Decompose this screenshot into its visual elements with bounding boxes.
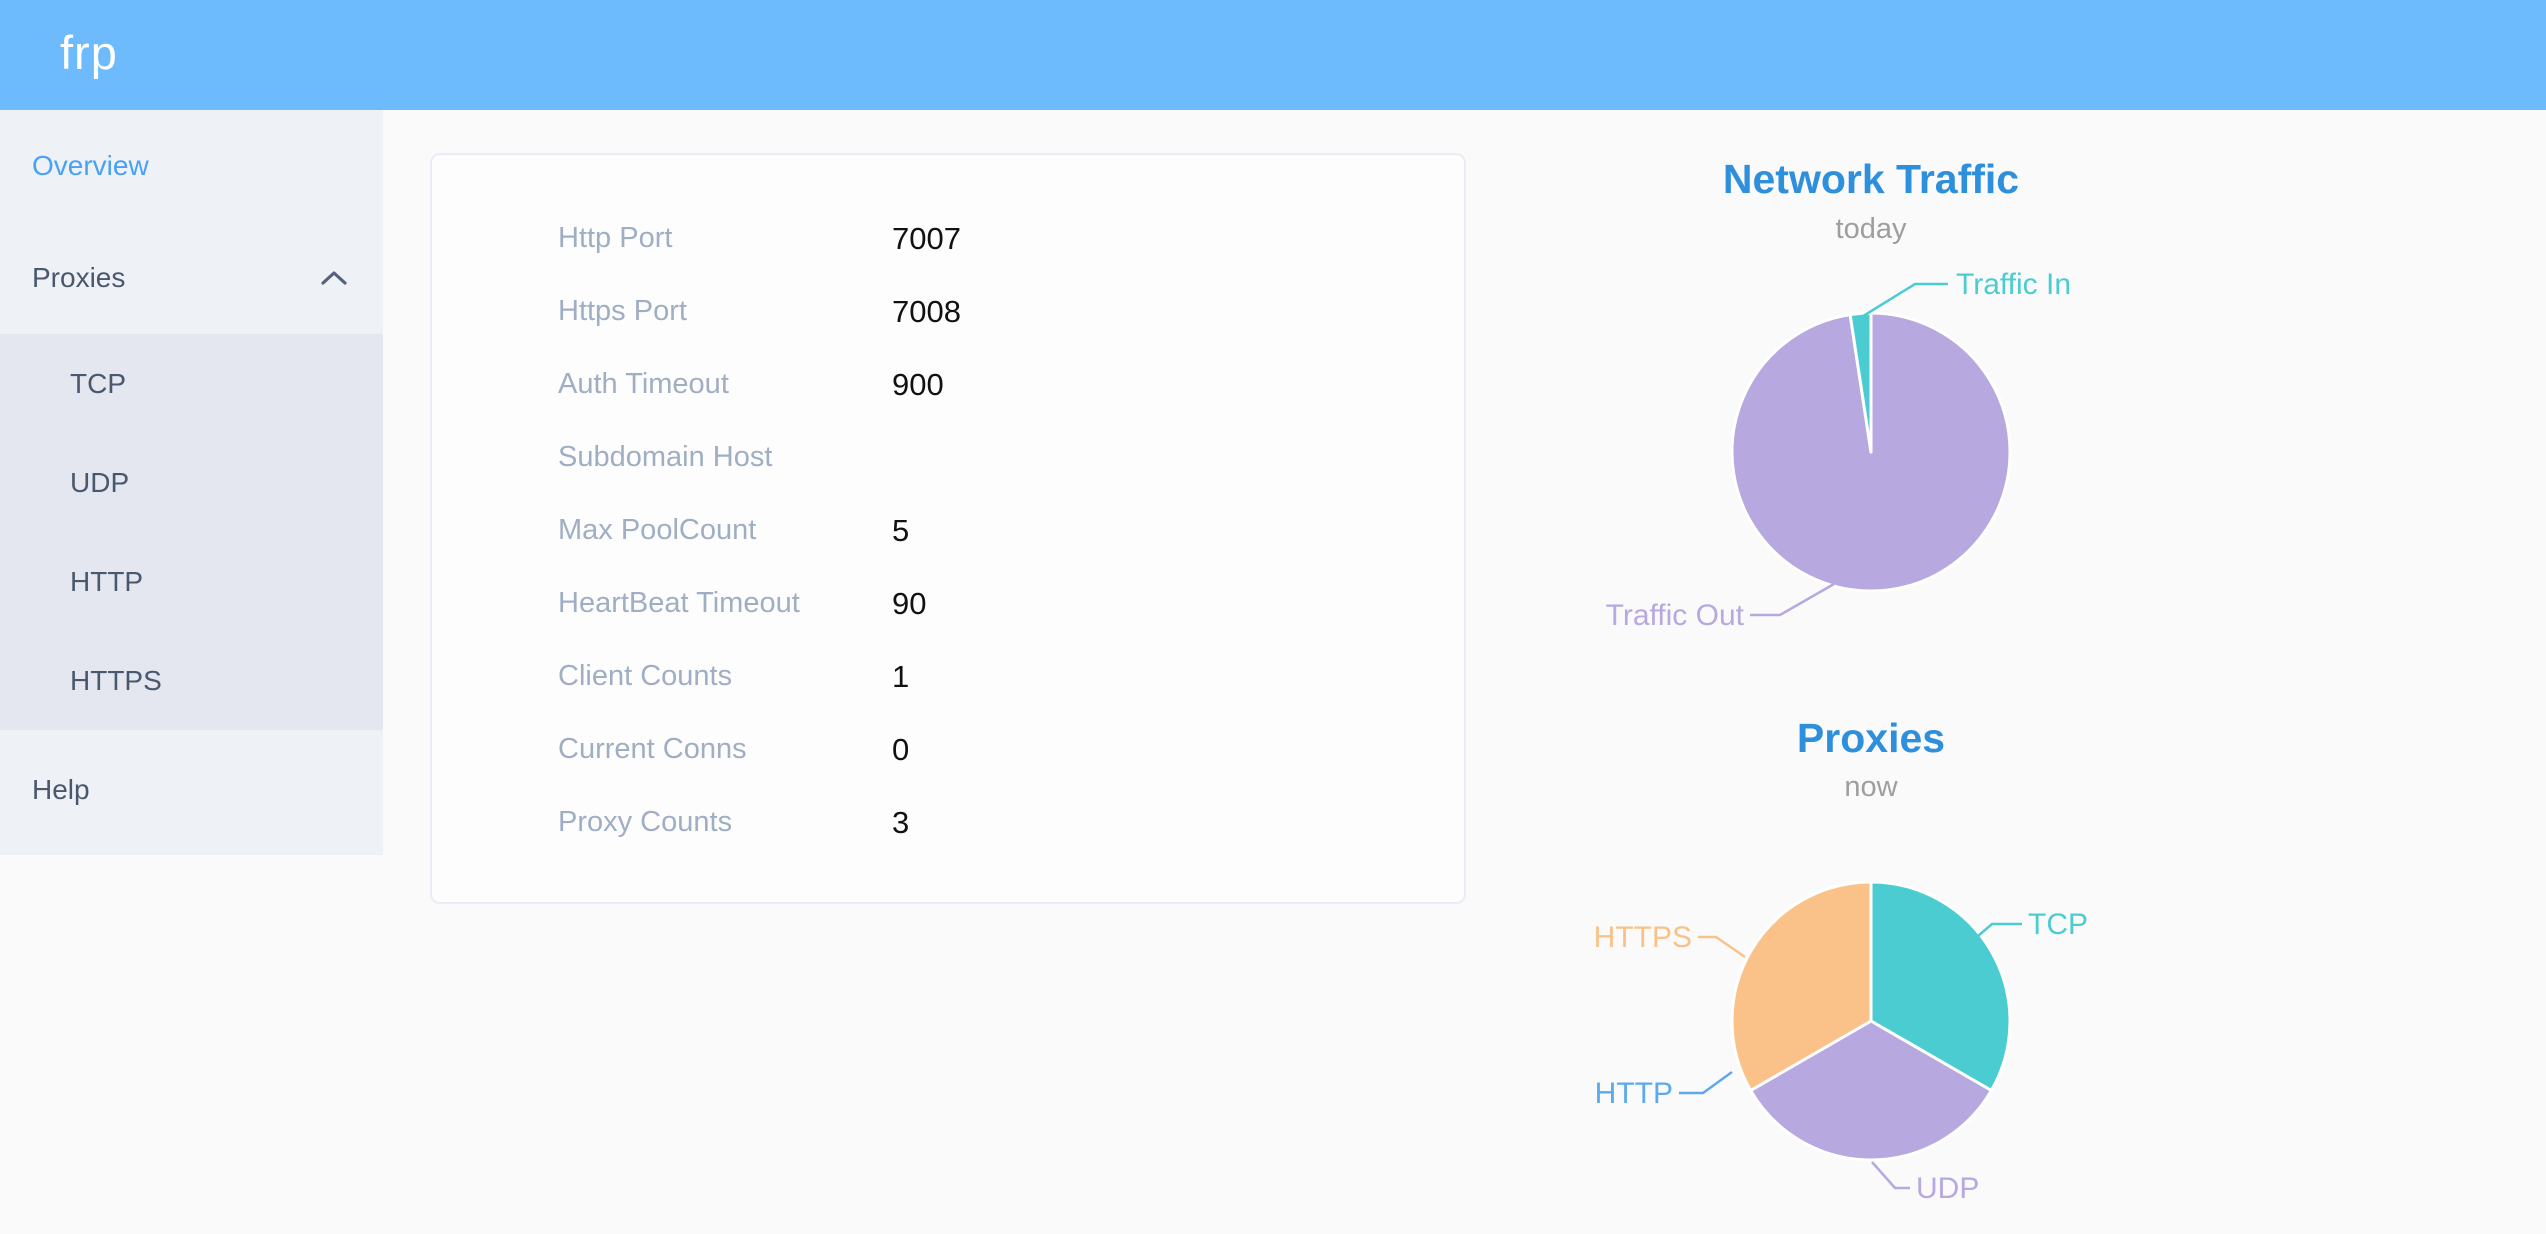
network-traffic-pie-chart: Traffic In Traffic Out [1606, 268, 2071, 632]
sidebar-item-udp-label: UDP [70, 466, 130, 498]
row-value: 900 [892, 366, 944, 402]
proxies-chart-title: Proxies [1796, 715, 1946, 761]
sidebar: Overview Proxies TCP UDP HTTP HTTPS Help [0, 110, 383, 855]
table-row-auth-timeout: Auth Timeout 900 [432, 348, 1464, 421]
table-row-proxy-counts: Proxy Counts 3 [432, 786, 1464, 859]
sidebar-item-tcp[interactable]: TCP [0, 334, 383, 433]
pie-slice-https[interactable] [1730, 880, 1873, 1092]
proxies-submenu: TCP UDP HTTP HTTPS [0, 334, 383, 730]
sidebar-item-https[interactable]: HTTPS [0, 631, 383, 730]
row-label: Client Counts [558, 660, 733, 692]
sidebar-item-https-label: HTTPS [70, 664, 162, 696]
sidebar-item-http-label: HTTP [70, 565, 144, 597]
pie-slice-tcp[interactable] [1869, 880, 2012, 1092]
row-label: Current Conns [558, 733, 747, 765]
http-label-line [1679, 1070, 1733, 1095]
http-label: HTTP [1595, 1077, 1673, 1110]
network-traffic-pie[interactable] [1730, 311, 2012, 593]
app-logo: frp [60, 26, 118, 79]
sidebar-item-udp[interactable]: UDP [0, 433, 383, 532]
proxies-pie[interactable] [1730, 880, 2012, 1162]
table-row-subdomain-host: Subdomain Host [432, 421, 1464, 494]
udp-label: UDP [1916, 1172, 1979, 1205]
table-row-http-port: Http Port 7007 [432, 202, 1464, 275]
header-bar: frp [0, 0, 2546, 110]
traffic-out-label: Traffic Out [1606, 599, 1745, 632]
row-label: Subdomain Host [558, 441, 773, 473]
proxies-chart-subtitle: now [1844, 771, 1898, 803]
udp-label-line [1871, 1161, 1910, 1190]
table-row-heartbeat-timeout: HeartBeat Timeout 90 [432, 567, 1464, 640]
https-label: HTTPS [1594, 921, 1692, 954]
row-label: Auth Timeout [558, 368, 729, 400]
server-info-card: Http Port 7007 Https Port 7008 Auth Time… [430, 153, 1466, 904]
https-label-line [1698, 935, 1746, 959]
table-row-https-port: Https Port 7008 [432, 275, 1464, 348]
row-value: 3 [892, 804, 910, 840]
table-row-client-counts: Client Counts 1 [432, 640, 1464, 713]
sidebar-item-proxies-label: Proxies [32, 262, 126, 293]
row-label: Http Port [558, 222, 673, 254]
table-row-max-poolcount: Max PoolCount 5 [432, 494, 1464, 567]
row-label: HeartBeat Timeout [558, 587, 800, 619]
sidebar-item-http[interactable]: HTTP [0, 532, 383, 631]
traffic-in-label: Traffic In [1956, 268, 2071, 301]
row-label: Max PoolCount [558, 514, 757, 546]
row-value: 5 [892, 512, 910, 548]
proxies-pie-chart: TCP UDP HTTP HTTPS [1594, 880, 2088, 1205]
tcp-label-line [1963, 922, 2022, 949]
row-value: 7008 [892, 293, 961, 329]
tcp-label: TCP [2028, 908, 2088, 941]
row-value: 0 [892, 731, 910, 767]
traffic-out-label-line [1750, 582, 1835, 617]
table-row-current-conns: Current Conns 0 [432, 713, 1464, 786]
pie-slice-traffic-in[interactable] [1848, 311, 1873, 454]
row-value: 90 [892, 585, 927, 621]
sidebar-item-help[interactable]: Help [0, 730, 383, 850]
network-traffic-chart-title: Network Traffic [1722, 156, 2020, 202]
row-value: 7007 [892, 220, 961, 256]
sidebar-item-proxies[interactable]: Proxies [0, 222, 383, 334]
sidebar-item-overview-label: Overview [32, 150, 149, 181]
sidebar-item-tcp-label: TCP [70, 367, 126, 399]
row-value: 1 [892, 658, 910, 694]
chevron-up-icon [321, 271, 347, 285]
row-label: Https Port [558, 295, 687, 327]
traffic-in-label-line [1859, 282, 1948, 320]
sidebar-item-overview[interactable]: Overview [0, 110, 383, 222]
network-traffic-chart-subtitle: today [1835, 213, 1907, 245]
row-label: Proxy Counts [558, 806, 733, 838]
sidebar-item-help-label: Help [32, 774, 90, 805]
